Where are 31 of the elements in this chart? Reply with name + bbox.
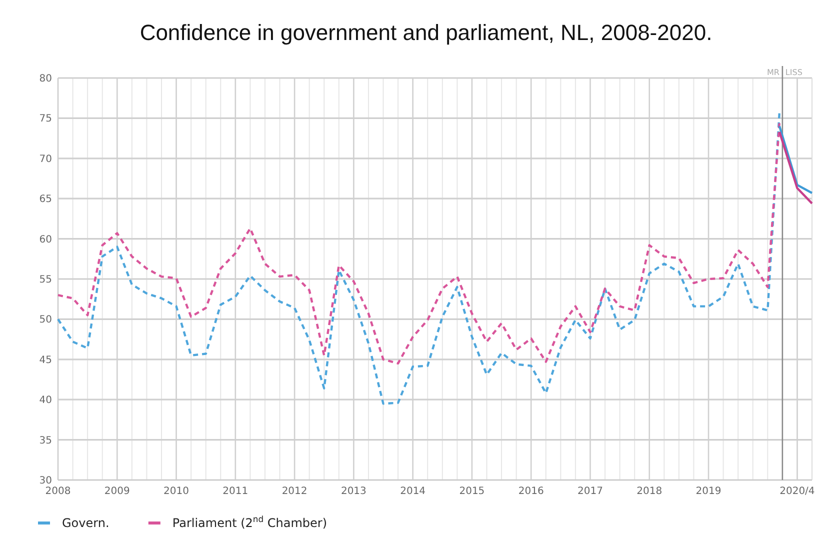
y-tick-label: 60: [39, 234, 52, 246]
y-tick-label: 50: [39, 314, 52, 326]
y-tick-label: 30: [39, 476, 52, 486]
x-tick-label: 2019: [696, 486, 722, 497]
x-tick-label: 2016: [518, 486, 544, 497]
y-tick-label: 80: [39, 74, 52, 84]
y-tick-label: 45: [39, 354, 52, 366]
x-tick-label: 2009: [104, 486, 130, 497]
legend-label: Govern.: [62, 516, 110, 530]
x-tick-label: 2017: [578, 486, 603, 497]
x-tick-label: 2020/4: [780, 486, 815, 497]
y-tick-label: 70: [39, 154, 52, 165]
legend-label: Parliament (2$^{nd}$ Chamber): [172, 514, 328, 530]
y-tick-label: 40: [39, 395, 52, 406]
line-series: [56, 110, 781, 405]
x-tick-label: 2015: [459, 486, 485, 497]
y-tick-label: 55: [39, 274, 52, 286]
x-tick-label: 2008: [45, 486, 71, 497]
x-tick-label: 2014: [400, 486, 426, 497]
y-tick-label: 75: [39, 114, 52, 125]
line-series: [56, 121, 781, 365]
x-tick-label: 2010: [164, 486, 189, 497]
text: LISS: [785, 68, 802, 77]
x-tick-label: 2013: [340, 486, 366, 497]
chart-title: Confidence in government and parliament, NL, 2008-2020.: [140, 20, 712, 45]
x-tick-label: 2012: [282, 486, 308, 497]
x-tick-label: 2011: [222, 486, 248, 497]
text: MR: [766, 68, 780, 77]
y-tick-label: 65: [39, 194, 52, 206]
y-tick-label: 35: [39, 435, 52, 446]
x-tick-label: 2018: [636, 486, 662, 497]
